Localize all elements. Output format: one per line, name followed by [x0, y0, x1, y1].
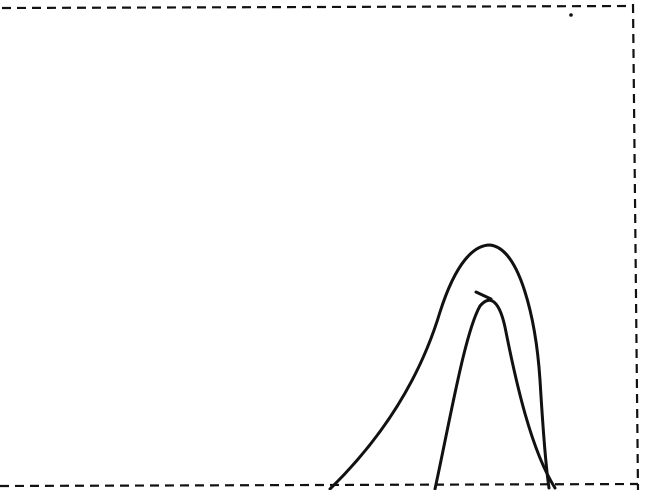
outer-arch [328, 243, 551, 490]
dot [569, 13, 573, 17]
top-dashed-border [1, 4, 633, 10]
right-dashed-border [631, 3, 640, 490]
inner-arch [433, 299, 557, 490]
inner-hook [474, 290, 493, 301]
bottom-dashed-border [0, 482, 639, 488]
